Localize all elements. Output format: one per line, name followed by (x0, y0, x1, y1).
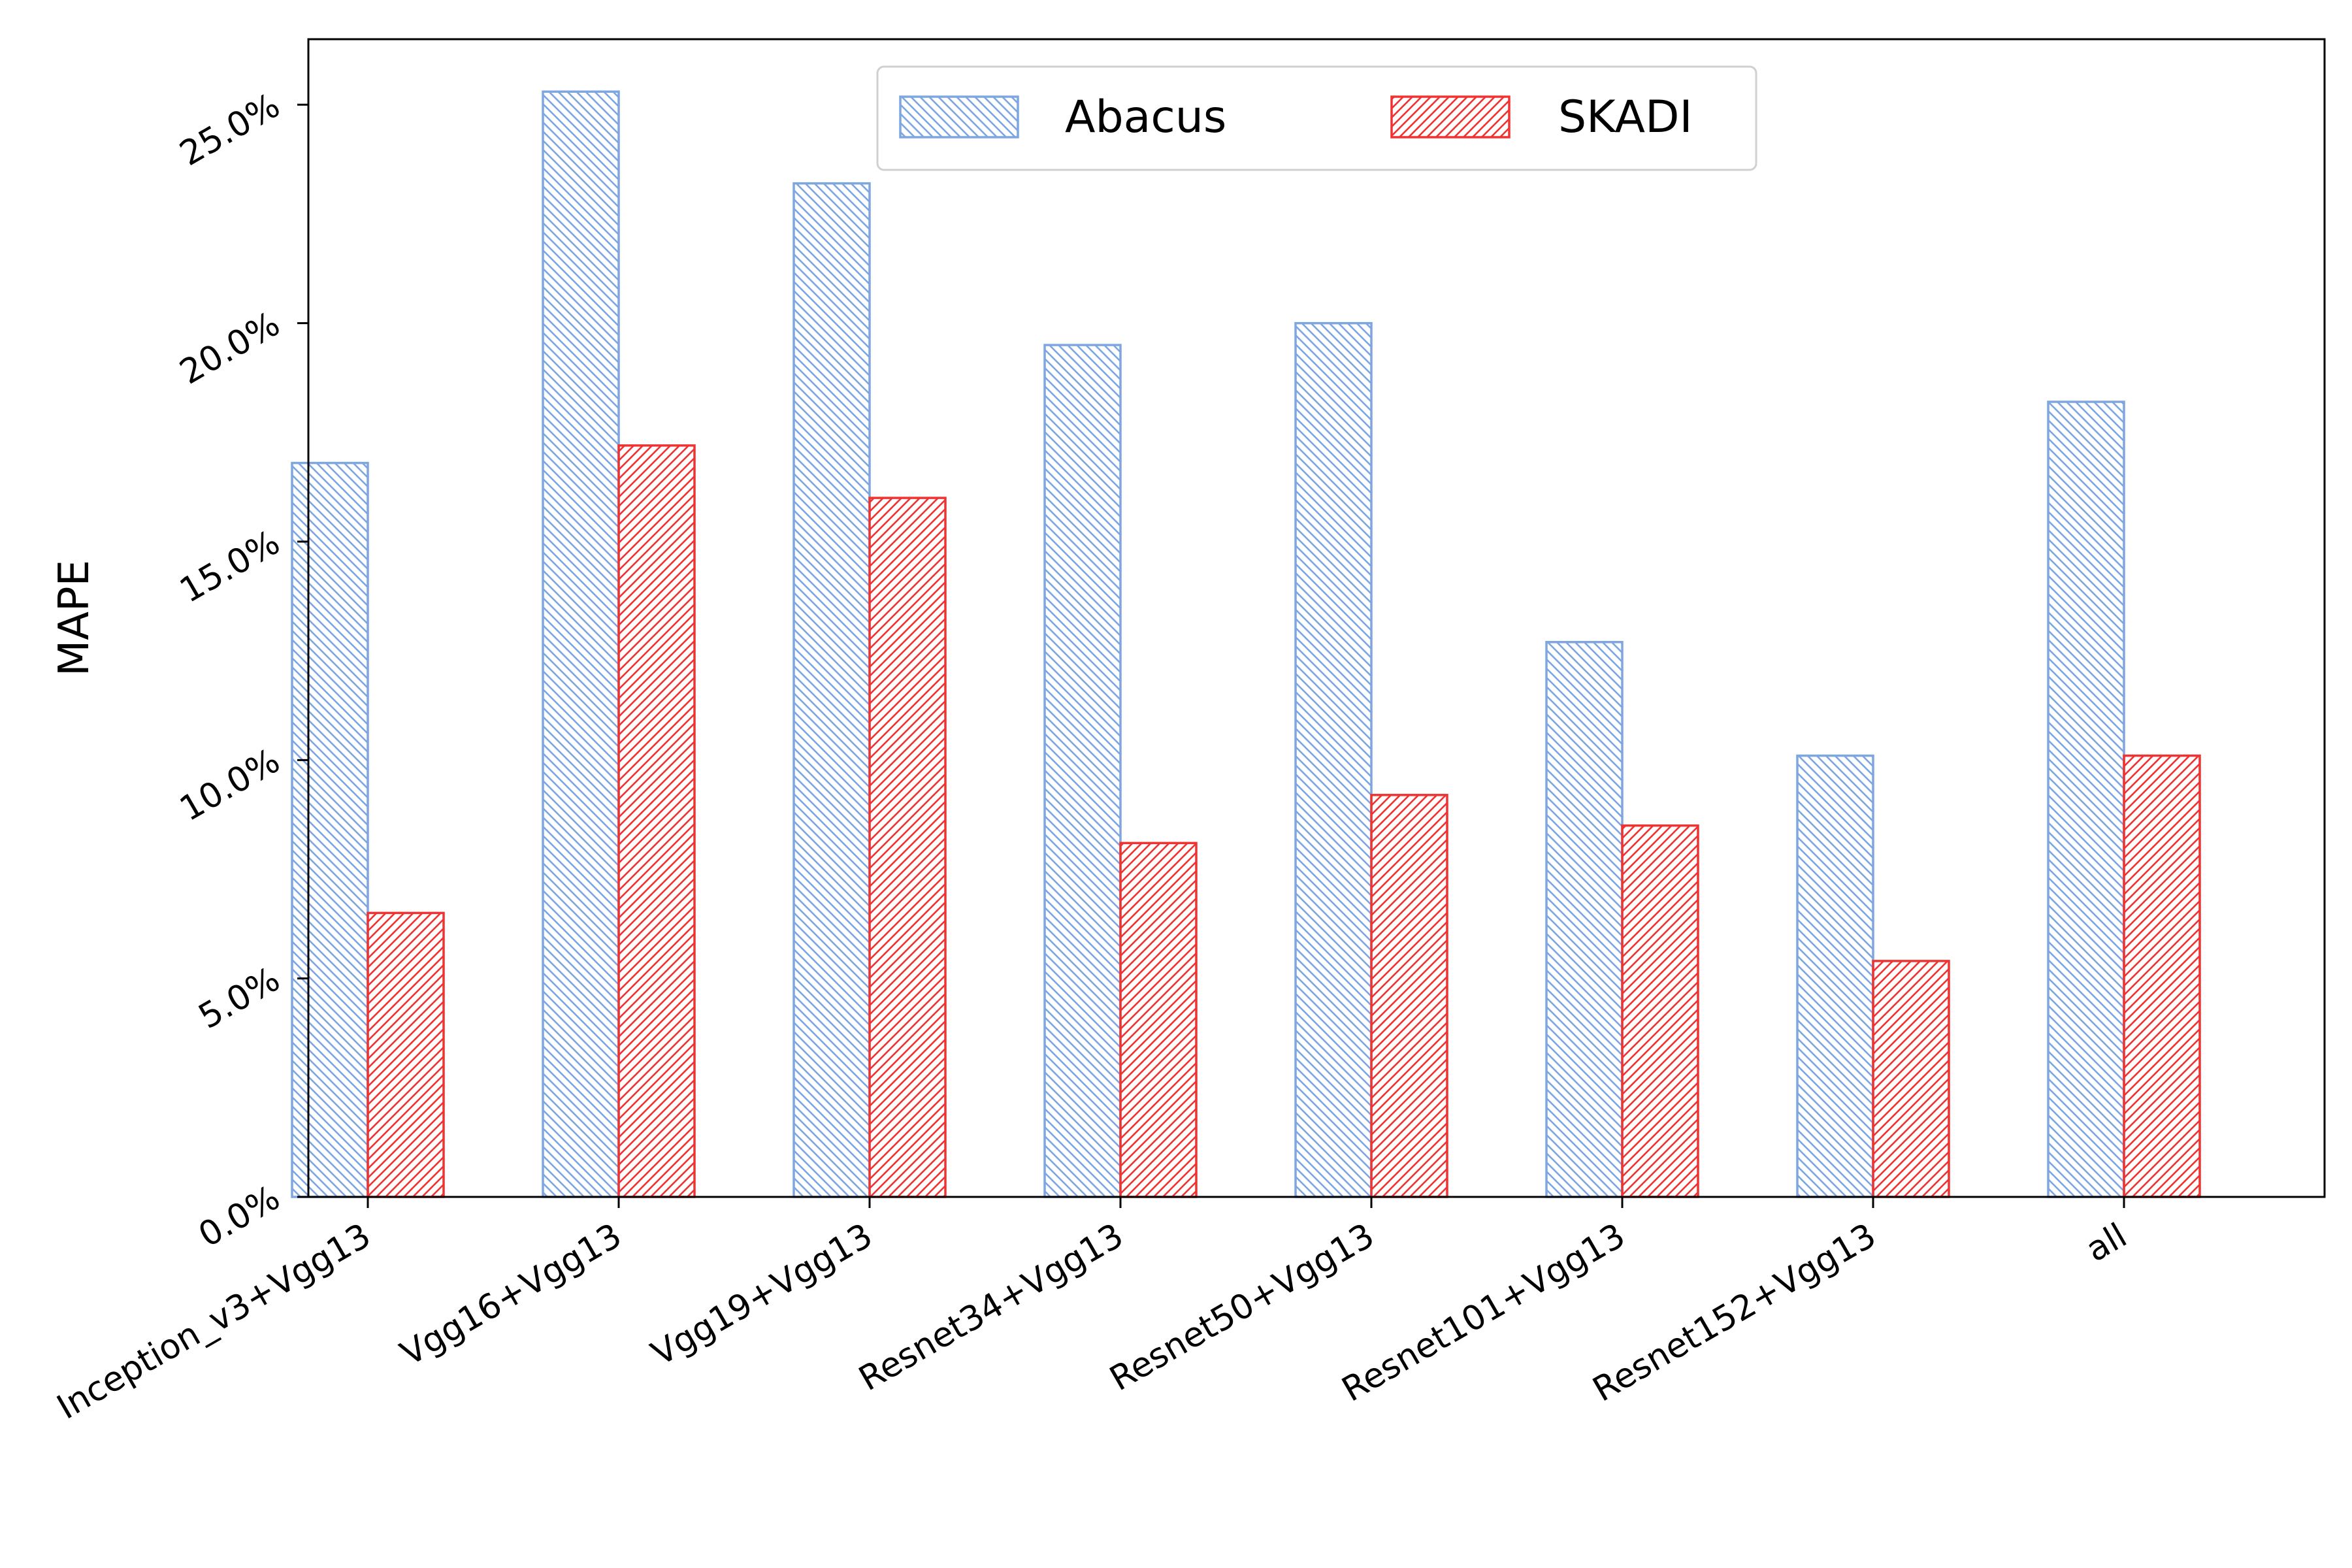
x-tick-label: Resnet34+Vgg13 (853, 1216, 1130, 1399)
bar-skadi-1 (619, 446, 694, 1197)
bar-skadi-7 (2124, 756, 2200, 1197)
x-tick-label: Resnet50+Vgg13 (1103, 1216, 1381, 1399)
bar-abacus-0 (292, 463, 368, 1197)
y-tick-label: 0.0% (192, 1178, 286, 1255)
bar-abacus-4 (1296, 323, 1371, 1197)
legend-swatch-abacus (900, 97, 1018, 137)
bar-skadi-0 (368, 913, 444, 1197)
x-tick-label: all (2080, 1216, 2134, 1269)
legend-label-abacus: Abacus (1065, 91, 1226, 143)
y-tick-label: 10.0% (173, 742, 286, 830)
legend-swatch-skadi (1392, 97, 1509, 137)
legend-label-skadi: SKADI (1558, 91, 1693, 143)
x-tick-label: Resnet101+Vgg13 (1335, 1216, 1631, 1409)
x-tick-label: Resnet152+Vgg13 (1586, 1216, 1882, 1409)
y-tick-label: 25.0% (173, 86, 286, 174)
bar-skadi-3 (1120, 843, 1196, 1197)
y-tick-label: 20.0% (173, 304, 286, 393)
bar-skadi-5 (1622, 826, 1698, 1197)
y-tick-label: 5.0% (192, 960, 286, 1037)
bar-abacus-6 (1797, 756, 1873, 1197)
bar-abacus-1 (543, 91, 619, 1197)
y-axis: 0.0% 5.0% 10.0% 15.0% 20.0% 25.0% (173, 86, 308, 1256)
bars-layer (292, 91, 2200, 1197)
x-tick-label: Vgg16+Vgg13 (394, 1216, 628, 1374)
y-axis-label: MAPE (50, 560, 99, 676)
bar-skadi-6 (1873, 961, 1949, 1197)
x-axis: Inception_v3+Vgg13 Vgg16+Vgg13 Vgg19+Vgg13… (51, 1197, 2134, 1428)
legend: Abacus SKADI (877, 67, 1756, 170)
bar-skadi-2 (870, 498, 945, 1197)
x-tick-label: Vgg19+Vgg13 (645, 1216, 879, 1374)
bar-abacus-5 (1546, 642, 1622, 1197)
bar-skadi-4 (1371, 795, 1447, 1197)
y-tick-label: 15.0% (173, 523, 286, 611)
bar-abacus-7 (2048, 402, 2124, 1197)
bar-abacus-3 (1045, 345, 1120, 1197)
bar-abacus-2 (794, 184, 870, 1197)
